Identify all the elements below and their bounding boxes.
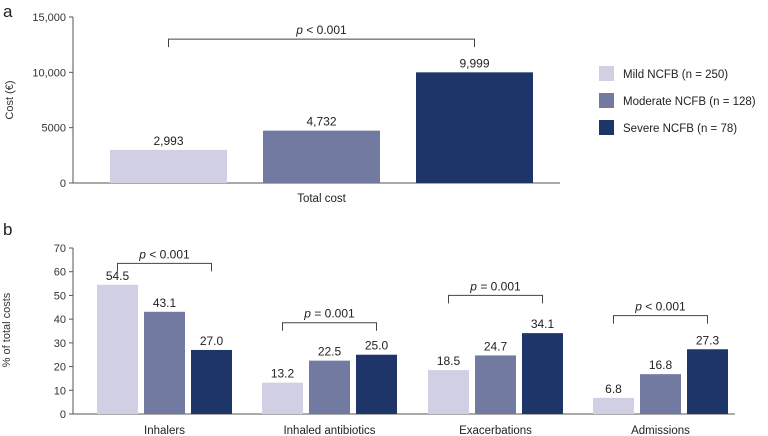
panel-b-bar-inhaled-antibiotics-moderate bbox=[309, 360, 350, 414]
legend-label-mild: Mild NCFB (n = 250) bbox=[623, 69, 728, 81]
panel-b-value-label: 25.0 bbox=[365, 339, 389, 353]
panel-b-y-axis-title: % of total costs bbox=[1, 292, 13, 367]
panel-b-category-label: Inhaled antibiotics bbox=[283, 425, 375, 436]
panel-b-y-tick-label: 60 bbox=[54, 267, 66, 279]
panel-b-value-label: 13.2 bbox=[271, 367, 295, 381]
panel-b-bar-inhalers-mild bbox=[97, 284, 138, 414]
panel-a-y-tick-label: 15,000 bbox=[32, 12, 66, 24]
panel-b-bar-exacerbations-mild bbox=[428, 370, 469, 414]
panel-a-category-label: Total cost bbox=[297, 193, 346, 205]
panel-b-value-label: 16.8 bbox=[649, 358, 673, 372]
panel-a-y-tick-label: 10,000 bbox=[32, 67, 66, 79]
panel-b-value-label: 27.0 bbox=[200, 334, 224, 348]
panel-b-bar-inhalers-moderate bbox=[144, 311, 185, 414]
panel-b-bar-inhalers-severe bbox=[191, 349, 232, 414]
panel-a-value-label: 2,993 bbox=[153, 134, 183, 148]
panel-b-category-label: Admissions bbox=[631, 425, 690, 436]
panel-b-value-label: 43.1 bbox=[153, 296, 177, 310]
panel-a-value-label: 9,999 bbox=[459, 56, 489, 70]
panel-b-chart: 0 10 20 30 40 50 60 70 54.5 43.1 27.0 Inhalers 13.2 2… bbox=[54, 243, 735, 436]
panel-b-p-value-label: p = 0.001 bbox=[303, 307, 355, 321]
panel-a-chart: 0 5000 10,000 15,000 2,993 4,732 9,999 Total co… bbox=[32, 12, 560, 205]
panel-b-bar-admissions-severe bbox=[687, 349, 728, 414]
panel-a-value-label: 4,732 bbox=[306, 115, 336, 129]
panel-b-bar-admissions-mild bbox=[593, 397, 634, 414]
panel-a-bar-total-cost-mild bbox=[110, 149, 227, 183]
panel-a-p-value-label: p < 0.001 bbox=[295, 23, 347, 37]
legend: Mild NCFB (n = 250) Moderate NCFB (n = 12… bbox=[599, 66, 756, 135]
panel-a-letter: a bbox=[3, 2, 13, 21]
panel-a-y-tick-label: 5000 bbox=[42, 123, 66, 135]
panel-b-significance-bracket bbox=[448, 294, 543, 304]
panel-b-bar-inhaled-antibiotics-mild bbox=[262, 382, 303, 414]
panel-b-value-label: 18.5 bbox=[437, 354, 461, 368]
panel-b-value-label: 27.3 bbox=[696, 333, 720, 347]
legend-swatch-severe bbox=[599, 120, 614, 135]
panel-b-bar-exacerbations-moderate bbox=[475, 355, 516, 414]
panel-b-y-tick-label: 70 bbox=[54, 243, 66, 255]
panel-a-significance-bracket bbox=[168, 38, 475, 48]
panel-b-y-tick-label: 0 bbox=[60, 409, 66, 421]
panel-a-y-tick-label: 0 bbox=[60, 178, 66, 190]
panel-b-category-label: Inhalers bbox=[144, 425, 185, 436]
panel-b-bar-exacerbations-severe bbox=[522, 333, 563, 414]
panel-b-bar-admissions-moderate bbox=[640, 374, 681, 414]
legend-label-moderate: Moderate NCFB (n = 128) bbox=[623, 96, 756, 108]
panel-b-value-label: 22.5 bbox=[318, 345, 342, 359]
panel-b-value-label: 6.8 bbox=[605, 382, 622, 396]
panel-b-p-value-label: p = 0.001 bbox=[469, 279, 521, 293]
panel-b-p-value-label: p < 0.001 bbox=[634, 300, 686, 314]
panel-b-y-tick-label: 30 bbox=[54, 338, 66, 350]
panel-b-p-value-label: p < 0.001 bbox=[138, 247, 190, 261]
panel-b-significance-bracket bbox=[282, 322, 377, 331]
panel-a-bar-total-cost-moderate bbox=[263, 130, 380, 183]
panel-b-value-label: 54.5 bbox=[106, 269, 130, 283]
panel-b-y-tick-label: 20 bbox=[54, 362, 66, 374]
panel-a-y-axis-title: Cost (€) bbox=[4, 80, 16, 119]
panel-b-significance-bracket bbox=[117, 262, 212, 272]
panel-b-category-label: Exacerbations bbox=[459, 425, 532, 436]
panel-b-y-tick-label: 50 bbox=[54, 290, 66, 302]
legend-swatch-moderate bbox=[599, 93, 614, 108]
panel-b-bar-inhaled-antibiotics-severe bbox=[356, 354, 397, 414]
panel-a-bar-total-cost-severe bbox=[416, 72, 533, 183]
legend-label-severe: Severe NCFB (n = 78) bbox=[623, 123, 737, 135]
panel-b-y-tick-label: 40 bbox=[54, 314, 66, 326]
panel-b-y-tick-label: 10 bbox=[54, 385, 66, 397]
panel-b-significance-bracket bbox=[613, 315, 708, 324]
legend-swatch-mild bbox=[599, 66, 614, 81]
panel-b-value-label: 24.7 bbox=[484, 339, 508, 353]
panel-b-value-label: 34.1 bbox=[531, 317, 555, 331]
panel-b-letter: b bbox=[3, 220, 12, 239]
